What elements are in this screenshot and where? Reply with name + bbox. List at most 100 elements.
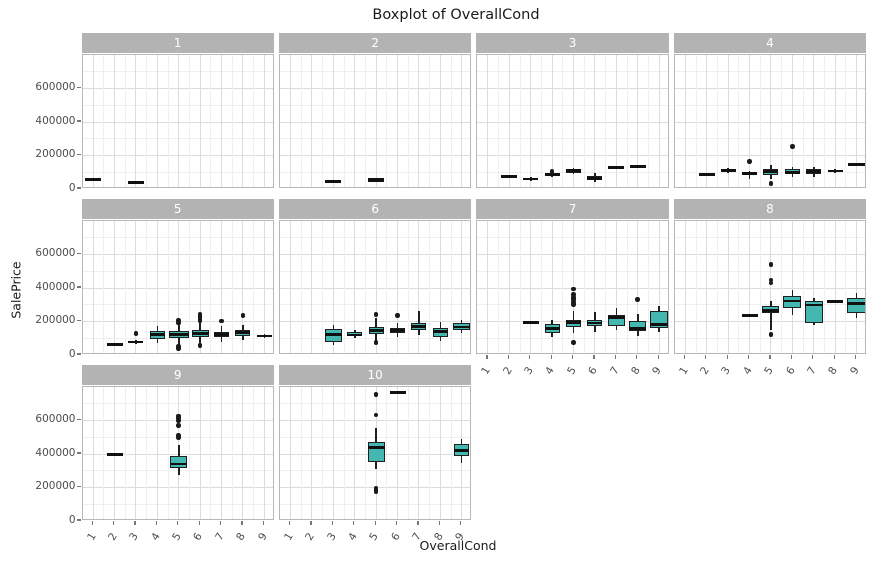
boxplot-median-line: [367, 446, 385, 449]
gridline-minor: [146, 387, 148, 519]
x-tick-mark: [91, 521, 93, 525]
gridline-major: [82, 88, 273, 89]
gridline-major: [354, 221, 356, 353]
gridline-minor: [231, 55, 233, 187]
boxplot-lower-whisker: [636, 331, 639, 336]
gridline-major: [461, 221, 463, 353]
x-tick-mark: [198, 521, 200, 525]
gridline-minor: [498, 55, 500, 187]
facet-strip-2: 2: [278, 33, 472, 53]
gridline-minor: [802, 221, 804, 353]
gridline-major: [375, 221, 377, 353]
gridline-major: [439, 55, 441, 187]
boxplot-lower-whisker: [396, 332, 399, 337]
gridline-major: [279, 321, 471, 322]
facet-strip-6: 6: [278, 199, 472, 219]
gridline-minor: [82, 403, 273, 405]
x-tick-label-text: 6: [783, 364, 798, 377]
gridline-major: [354, 387, 356, 519]
gridline-minor: [279, 337, 471, 339]
boxplot-median-line: [783, 299, 802, 303]
gridline-major: [418, 55, 420, 187]
boxplot-upper-whisker: [396, 323, 399, 328]
outlier-dot: [768, 280, 774, 286]
x-tick-label-text: 1: [281, 530, 296, 543]
x-tick-mark: [747, 355, 750, 359]
gridline-minor: [364, 55, 366, 187]
gridline-minor: [82, 237, 273, 239]
x-tick-mark: [593, 355, 595, 359]
facet-strip-8: 8: [673, 199, 867, 219]
gridline-major: [279, 287, 471, 289]
gridline-major: [199, 221, 201, 353]
boxplot-upper-whisker: [748, 171, 751, 173]
outlier-dot: [176, 344, 182, 349]
gridline-major: [706, 221, 708, 353]
gridline-major: [834, 55, 836, 187]
gridline-major: [770, 221, 772, 353]
boxplot-upper-whisker: [812, 166, 815, 169]
boxplot-median-line: [698, 172, 715, 177]
outlier-dot: [197, 343, 203, 348]
gridline-minor: [647, 221, 649, 353]
boxplot-upper-whisker: [177, 445, 180, 457]
x-tick-mark: [486, 355, 488, 359]
outlier-dot: [571, 297, 576, 303]
gridline-minor: [674, 270, 866, 272]
boxplot-box: [804, 301, 823, 324]
boxplot-lower-whisker: [177, 468, 180, 476]
boxplot-median-line: [784, 170, 800, 174]
gridline-major: [791, 55, 793, 187]
facet-strip-1: 1: [81, 33, 274, 53]
gridline-minor: [279, 237, 471, 239]
x-tick-mark: [395, 521, 398, 525]
boxplot-lower-whisker: [242, 335, 244, 340]
boxplot-lower-whisker: [375, 461, 377, 469]
gridline-major: [594, 221, 596, 353]
boxplot-upper-whisker: [658, 306, 660, 312]
gridline-minor: [253, 387, 255, 519]
boxplot-upper-whisker: [636, 313, 639, 321]
boxplot-median-line: [501, 174, 518, 179]
x-tick-label-text: 3: [127, 530, 142, 543]
x-tick-mark: [833, 355, 835, 359]
boxplot-box: [629, 320, 647, 332]
boxplot-lower-whisker: [727, 172, 729, 174]
y-tick-label: 200000: [35, 480, 76, 492]
boxplot-upper-whisker: [572, 168, 575, 170]
boxplot-median-line: [390, 328, 405, 332]
y-tick-mark: [77, 153, 81, 156]
gridline-major: [674, 121, 866, 123]
gridline-minor: [279, 470, 471, 472]
gridline-minor: [498, 221, 500, 353]
x-tick-label-text: 6: [388, 530, 403, 543]
boxplot-lower-whisker: [551, 332, 553, 337]
gridline-major: [279, 88, 471, 89]
y-tick-mark: [77, 519, 81, 521]
y-tick-mark: [77, 485, 81, 488]
facet-strip-5: 5: [81, 199, 274, 219]
boxplot-median-line: [347, 333, 363, 337]
outlier-dot: [571, 292, 576, 297]
x-tick-label-text: 2: [303, 530, 318, 543]
gridline-minor: [716, 221, 718, 353]
boxplot-median-line: [848, 162, 865, 167]
boxplot-median-line: [106, 342, 123, 347]
gridline-major: [311, 221, 313, 353]
gridline-minor: [231, 221, 233, 353]
gridline-minor: [82, 470, 273, 472]
gridline-major: [332, 221, 334, 353]
gridline-minor: [845, 55, 847, 187]
x-tick-mark: [460, 521, 462, 525]
y-tick-label: 600000: [35, 81, 76, 93]
gridline-minor: [647, 55, 649, 187]
boxplot-upper-whisker: [727, 167, 729, 169]
boxplot-median-line: [629, 327, 647, 330]
x-tick-mark: [769, 355, 771, 359]
x-tick-mark: [134, 521, 136, 525]
outlier-dot: [373, 392, 379, 397]
gridline-major: [92, 221, 94, 353]
gridline-minor: [279, 171, 471, 173]
gridline-major: [114, 55, 116, 187]
boxplot-median-line: [127, 180, 144, 184]
